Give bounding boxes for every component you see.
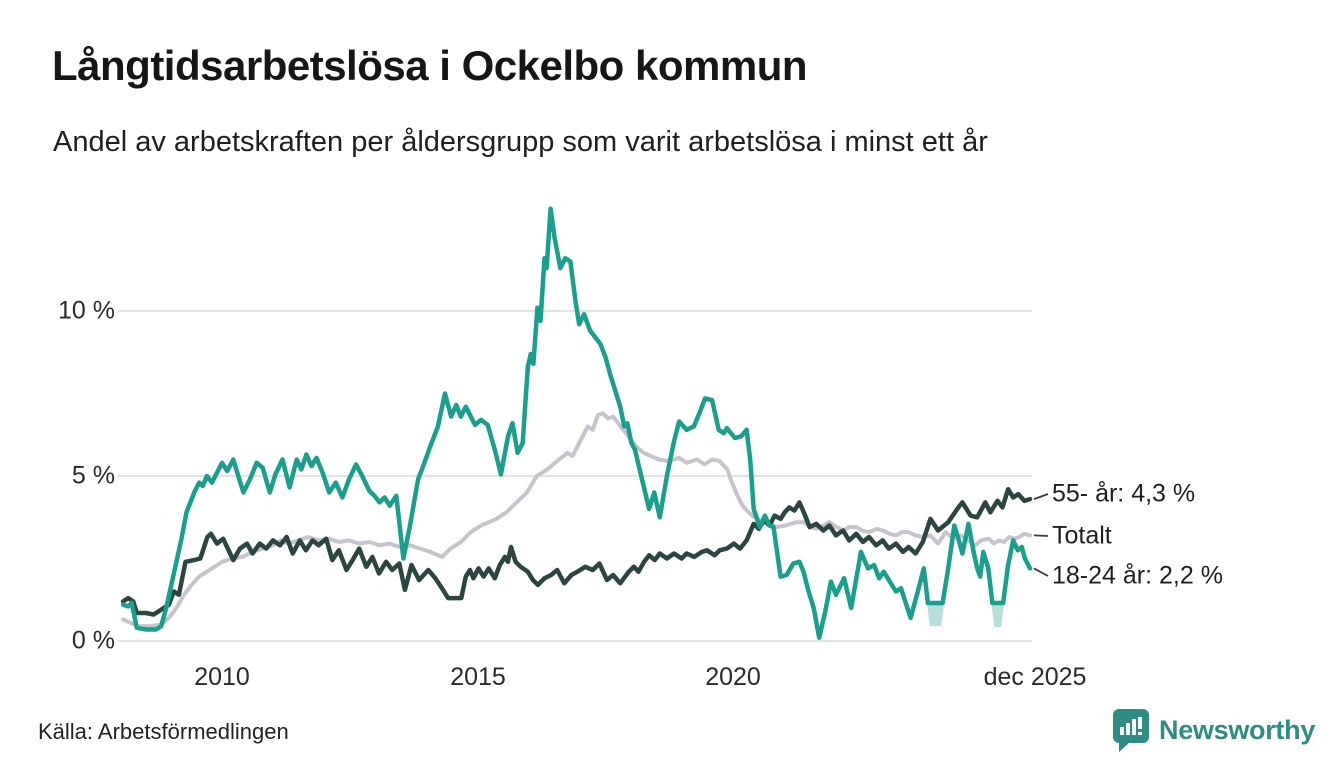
page-title: Långtidsarbetslösa i Ockelbo kommun bbox=[52, 42, 808, 89]
source-note: Källa: Arbetsförmedlingen bbox=[38, 719, 289, 744]
uncertainty-band-0 bbox=[926, 603, 945, 627]
newsworthy-bubble-chart-icon bbox=[1112, 708, 1150, 752]
uncertainty-band-1 bbox=[991, 603, 1005, 628]
page-subtitle: Andel av arbetskraften per åldersgrupp s… bbox=[53, 126, 988, 158]
y-tick-0: 0 % bbox=[71, 626, 115, 655]
series-line-55- år bbox=[120, 486, 1033, 617]
y-tick-5: 5 % bbox=[71, 461, 115, 490]
x-tick-dec-2025: dec 2025 bbox=[983, 663, 1087, 691]
label-connector-Totalt bbox=[1033, 534, 1049, 537]
newsworthy-wordmark: Newsworthy bbox=[1159, 714, 1316, 745]
end-label-55-ar: 55- år: 4,3 % bbox=[1052, 479, 1196, 508]
end-label-18-24-ar: 18-24 år: 2,2 % bbox=[1052, 561, 1223, 590]
x-tick-2020: 2020 bbox=[705, 663, 761, 691]
x-tick-2015: 2015 bbox=[450, 663, 506, 691]
series-line-18-24 år bbox=[120, 206, 1033, 640]
label-connector-55- år bbox=[1033, 493, 1049, 500]
y-tick-10: 10 % bbox=[58, 296, 115, 325]
end-label-totalt: Totalt bbox=[1052, 521, 1112, 550]
series-line-Totalt bbox=[121, 411, 1032, 629]
newsworthy-logo[interactable]: Newsworthy bbox=[1112, 708, 1315, 752]
label-connector-18-24 år bbox=[1033, 567, 1049, 577]
x-tick-2010: 2010 bbox=[194, 663, 250, 691]
